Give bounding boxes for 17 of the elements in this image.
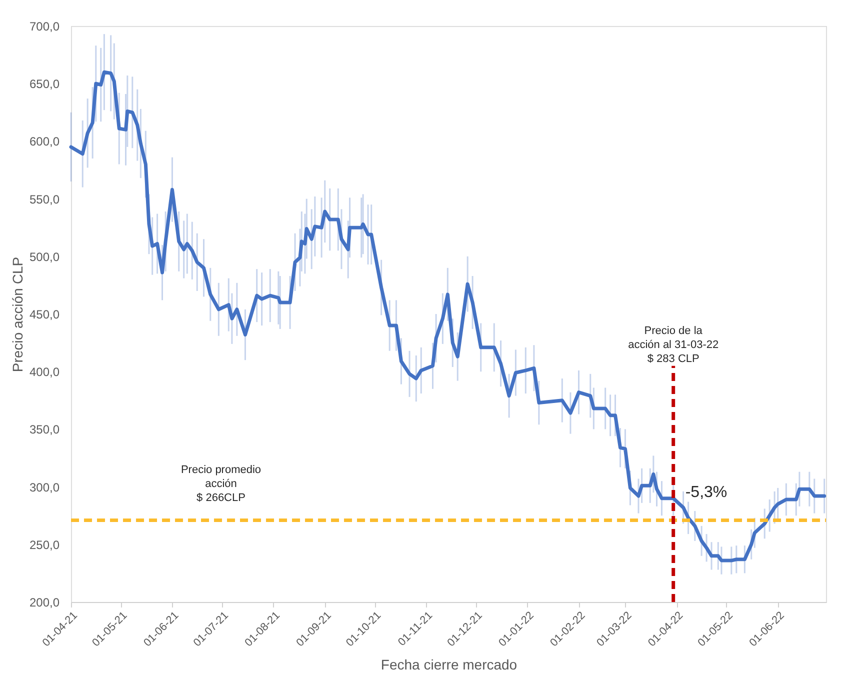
y-tick-label: 500,0 [29,250,60,264]
ref-line-label: Precio de la acción al 31-03-22 $ 283 CLP [628,324,719,365]
y-tick-label: 550,0 [29,192,60,206]
y-tick-label: 200,0 [29,596,60,610]
y-tick-label: 450,0 [29,308,60,322]
y-tick-label: 400,0 [29,365,60,380]
x-axis-title: Fecha cierre mercado [380,656,518,672]
y-tick-label: 650,0 [29,77,60,92]
line-series [69,70,826,562]
y-tick-label: 250,0 [29,538,60,552]
y-tick-label: 700,0 [29,20,60,34]
y-tick-label: 600,0 [29,134,60,149]
y-tick-label: 300,0 [29,480,60,494]
y-axis-title: Precio acción CLP [9,256,26,372]
ref-line-label: Precio promedio acción $ 266CLP [180,464,262,504]
annotation: -5,3% [685,484,728,502]
y-tick-label: 350,0 [29,422,60,437]
